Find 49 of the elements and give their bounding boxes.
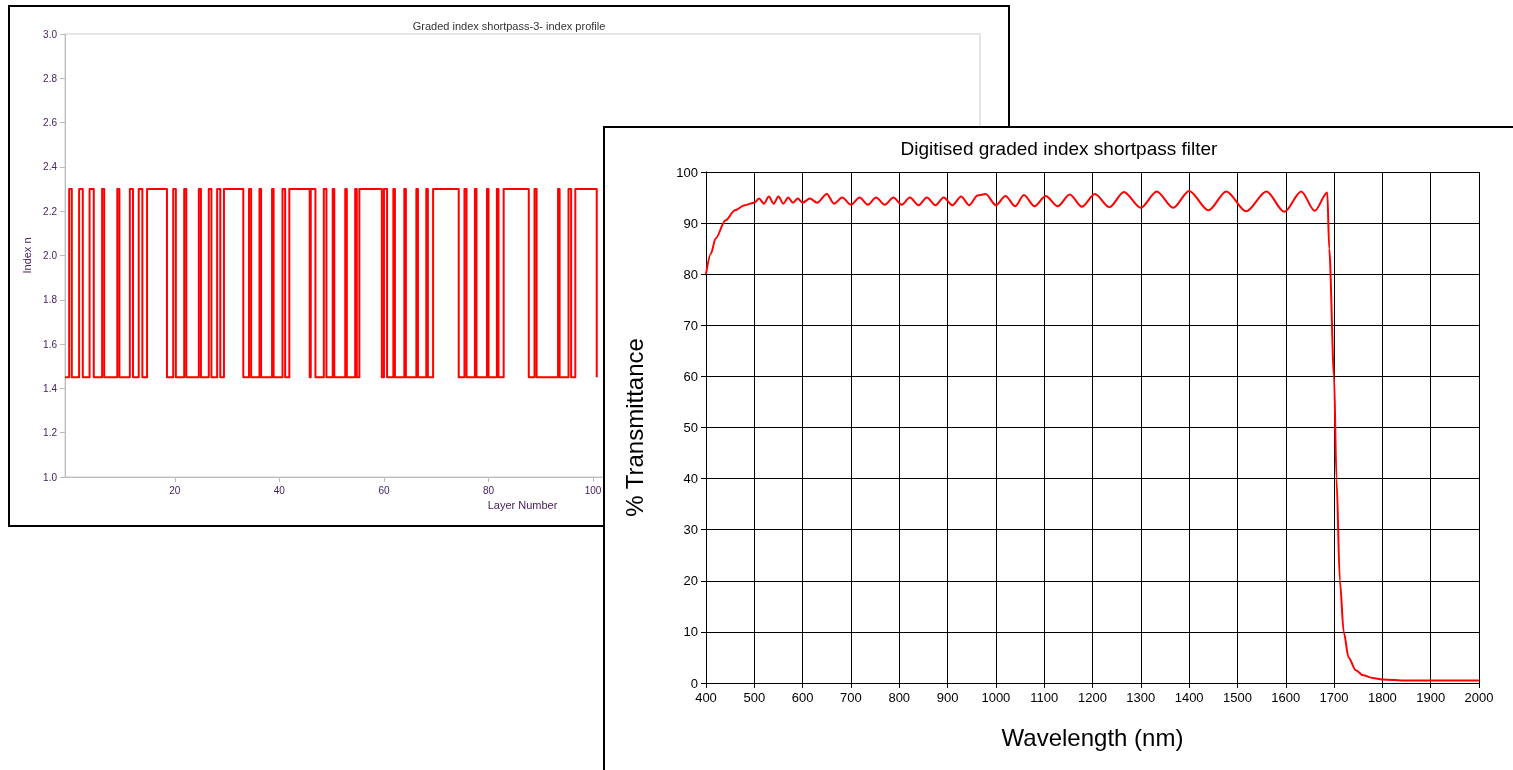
y-tick-label: 100	[676, 164, 698, 180]
y-tick-label: 2.6	[43, 117, 58, 129]
y-tick-label: 10	[683, 624, 698, 640]
y-tick-label: 2.8	[43, 72, 58, 84]
y-tick-label: 0	[690, 675, 698, 691]
chart-title: Digitised graded index shortpass filter	[900, 138, 1219, 159]
x-tick-label: 100	[584, 484, 602, 496]
x-tick-label: 700	[840, 690, 862, 705]
y-tick-label: 60	[683, 368, 698, 384]
y-tick-label: 2.4	[43, 161, 58, 173]
y-tick-label: 20	[683, 573, 698, 589]
x-tick-label: 1200	[1078, 690, 1107, 705]
x-tick-label: 500	[743, 690, 766, 705]
x-tick-label: 600	[791, 690, 814, 705]
x-tick-label: 900	[936, 690, 959, 705]
y-tick-label: 1.6	[43, 338, 58, 350]
y-tick-label: 1.2	[43, 427, 58, 439]
x-tick-label: 80	[482, 484, 495, 496]
y-tick-label: 3.0	[43, 28, 58, 40]
y-axis-title: Index n	[20, 237, 33, 274]
x-tick-label: 40	[273, 484, 286, 496]
chart-title: Graded index shortpass-3- index profile	[412, 19, 606, 32]
y-tick-label: 1.8	[43, 294, 58, 306]
x-tick-label: 800	[888, 690, 911, 705]
x-tick-label: 1700	[1319, 690, 1349, 705]
x-tick-label: 1100	[1030, 690, 1059, 705]
y-tick-label: 30	[683, 522, 698, 538]
x-tick-label: 60	[378, 484, 390, 496]
y-tick-label: 70	[683, 317, 698, 333]
y-tick-label: 50	[683, 420, 698, 435]
y-tick-label: 1.4	[43, 382, 58, 394]
y-tick-label: 90	[683, 215, 698, 231]
x-tick-label: 1000	[981, 690, 1011, 705]
y-tick-label: 80	[683, 266, 698, 282]
x-tick-label: 1400	[1174, 690, 1204, 705]
x-tick-label: 1600	[1271, 690, 1301, 705]
x-tick-label: 2000	[1464, 690, 1494, 705]
x-tick-label: 1900	[1416, 690, 1446, 705]
y-axis-title: % Transmittance	[620, 338, 648, 517]
x-tick-label: 1800	[1367, 690, 1397, 705]
x-axis-title: Layer Number	[487, 499, 558, 512]
y-tick-label: 2.2	[43, 205, 58, 217]
x-tick-label: 20	[169, 484, 181, 496]
x-tick-label: 400	[695, 690, 717, 705]
y-tick-label: 1.0	[43, 471, 58, 483]
x-axis-title: Wavelength (nm)	[1001, 723, 1184, 751]
x-tick-label: 1300	[1126, 690, 1156, 705]
x-tick-label: 1500	[1222, 690, 1252, 705]
y-tick-label: 2.0	[43, 250, 58, 261]
